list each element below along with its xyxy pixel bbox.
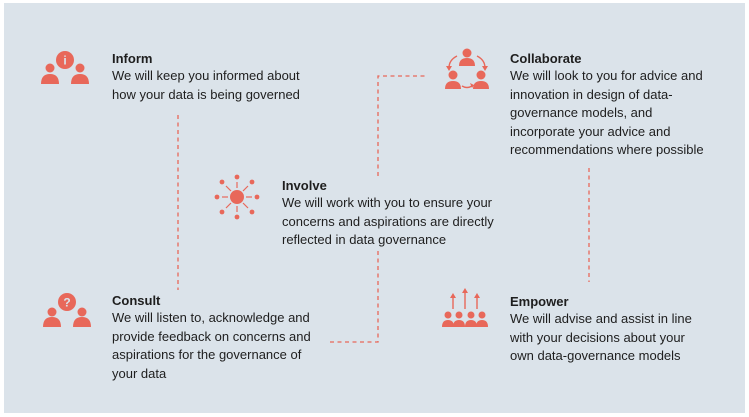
collaborate-title: Collaborate [510,51,582,66]
involve-title: Involve [282,178,327,193]
network-hub-icon [214,174,260,220]
diagram-panel [4,3,745,413]
svg-text:i: i [63,54,66,68]
connector-involve-collaborate [377,75,428,176]
group-info-icon: i [41,51,89,84]
people-arrows-up-icon [442,288,488,327]
collaborate-block: Collaborate We will look to you for advi… [510,50,735,160]
inform-block: Inform We will keep you informed about h… [112,50,342,104]
collaborate-description: We will look to you for advice and innov… [510,68,704,157]
svg-text:?: ? [63,296,70,310]
empower-title: Empower [510,294,569,309]
involve-block: Involve We will work with you to ensure … [282,177,522,250]
consult-block: Consult We will listen to, acknowledge a… [112,292,332,383]
involve-description: We will work with you to ensure your con… [282,195,494,247]
inform-title: Inform [112,51,153,66]
group-question-icon: ? [43,293,91,327]
inform-description: We will keep you informed about how your… [112,68,300,102]
cycle-people-icon [445,48,489,89]
consult-title: Consult [112,293,161,308]
consult-description: We will listen to, acknowledge and provi… [112,310,311,381]
empower-description: We will advise and assist in line with y… [510,311,692,363]
empower-block: Empower We will advise and assist in lin… [510,293,735,366]
connector-consult-involve [330,250,379,343]
